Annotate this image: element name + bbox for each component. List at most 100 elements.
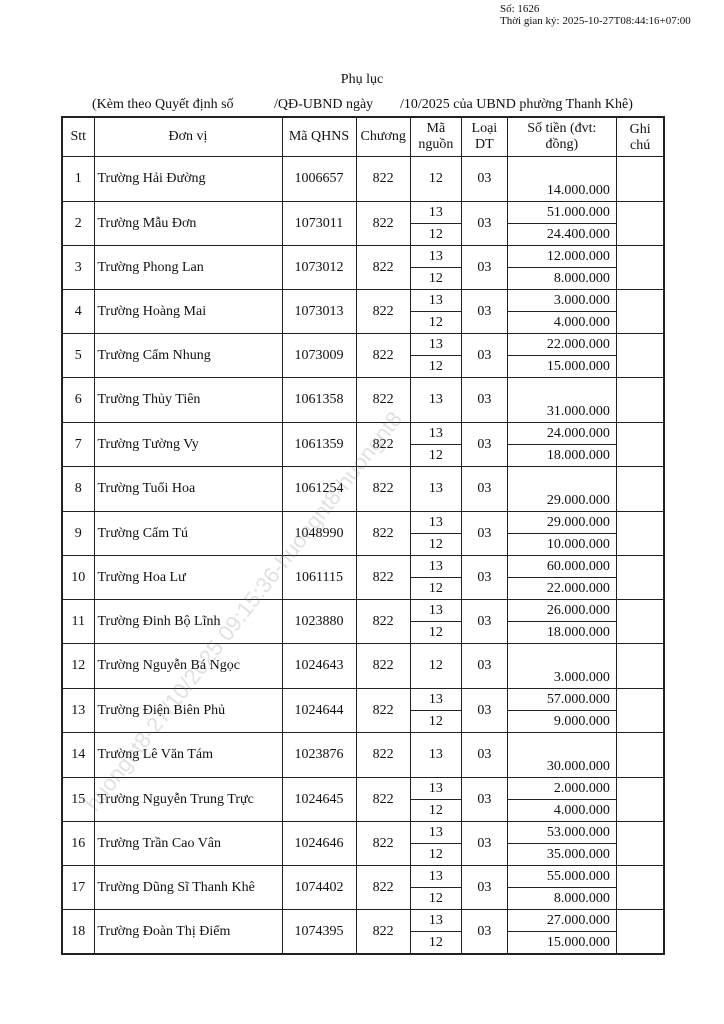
amount-cell: 55.000.000 bbox=[506, 865, 617, 888]
type-cell: 03 bbox=[460, 511, 508, 556]
table-row: 1 Trường Hải Đường 1006657 822 12 03 14.000.00… bbox=[61, 156, 665, 202]
source-cell: 12 bbox=[409, 577, 462, 600]
stt-cell: 4 bbox=[61, 289, 95, 334]
table-row: 7 Trường Tường Vy 1061359 822 13 03 24.000.000 bbox=[61, 422, 665, 467]
source-cell: 12 bbox=[409, 267, 462, 290]
stt-cell: 3 bbox=[61, 245, 95, 290]
amount-cell: 12.000.000 bbox=[506, 245, 617, 268]
source-cell: 13 bbox=[409, 599, 462, 622]
table-row: 9 Trường Cẩm Tú 1048990 822 13 03 29.000.000 bbox=[61, 511, 665, 556]
type-cell: 03 bbox=[460, 821, 508, 866]
table-subrow: 12 8.000.000 bbox=[62, 267, 664, 290]
header-amount: Số tiền (đvt: đồng) bbox=[506, 116, 617, 157]
table-subrow: 12 15.000.000 bbox=[62, 931, 664, 955]
amount-cell: 24.400.000 bbox=[506, 223, 617, 246]
amount-cell: 2.000.000 bbox=[506, 777, 617, 800]
subtitle-date: /10/2025 của UBND phường Thanh Khê) bbox=[400, 97, 633, 112]
subtitle-decision: (Kèm theo Quyết định số bbox=[92, 97, 234, 112]
amount-cell: 10.000.000 bbox=[506, 533, 617, 556]
unit-cell: Trường Trần Cao Vân bbox=[93, 821, 283, 866]
table-row: 8 Trường Tuổi Hoa 1061254 822 13 03 29.000.000 bbox=[61, 466, 665, 512]
table-subrow: 12 4.000.000 bbox=[62, 799, 664, 822]
unit-cell: Trường Điện Biên Phủ bbox=[93, 688, 283, 733]
source-cell: 12 bbox=[409, 843, 462, 866]
note-cell bbox=[615, 289, 665, 334]
qhns-cell: 1073011 bbox=[281, 201, 357, 246]
amount-cell: 4.000.000 bbox=[506, 799, 617, 822]
unit-cell: Trường Đoàn Thị Điểm bbox=[93, 909, 283, 955]
source-cell: 13 bbox=[409, 777, 462, 800]
note-cell bbox=[615, 422, 665, 467]
amount-cell: 15.000.000 bbox=[506, 931, 617, 955]
table-row: 6 Trường Thủy Tiên 1061358 822 13 03 31.000.00… bbox=[61, 377, 665, 423]
stt-cell: 7 bbox=[61, 422, 95, 467]
stt-cell: 14 bbox=[61, 732, 95, 778]
type-cell: 03 bbox=[460, 245, 508, 290]
chapter-cell: 822 bbox=[355, 289, 411, 334]
amount-cell: 24.000.000 bbox=[506, 422, 617, 445]
type-cell: 03 bbox=[460, 643, 508, 689]
qhns-cell: 1024643 bbox=[281, 643, 357, 689]
unit-cell: Trường Hoa Lư bbox=[93, 555, 283, 600]
header-unit: Đơn vị bbox=[93, 116, 283, 157]
unit-cell: Trường Tuổi Hoa bbox=[93, 466, 283, 512]
type-cell: 03 bbox=[460, 377, 508, 423]
amount-cell: 22.000.000 bbox=[506, 333, 617, 356]
amount-cell: 22.000.000 bbox=[506, 577, 617, 600]
amount-cell: 15.000.000 bbox=[506, 355, 617, 378]
chapter-cell: 822 bbox=[355, 511, 411, 556]
qhns-cell: 1006657 bbox=[281, 156, 357, 202]
amount-cell: 53.000.000 bbox=[506, 821, 617, 844]
unit-cell: Trường Phong Lan bbox=[93, 245, 283, 290]
table-row: 5 Trường Cẩm Nhung 1073009 822 13 03 22.000.00… bbox=[61, 333, 665, 378]
table-row: 11 Trường Đinh Bộ Lĩnh 1023880 822 13 03 26.00… bbox=[61, 599, 665, 644]
qhns-cell: 1073012 bbox=[281, 245, 357, 290]
chapter-cell: 822 bbox=[355, 377, 411, 423]
type-cell: 03 bbox=[460, 865, 508, 910]
type-cell: 03 bbox=[460, 555, 508, 600]
source-cell: 12 bbox=[409, 355, 462, 378]
note-cell bbox=[615, 777, 665, 822]
table-row: 3 Trường Phong Lan 1073012 822 13 03 12.000.00… bbox=[61, 245, 665, 290]
stt-cell: 15 bbox=[61, 777, 95, 822]
stt-cell: 10 bbox=[61, 555, 95, 600]
source-cell: 13 bbox=[409, 865, 462, 888]
table-row: 13 Trường Điện Biên Phủ 1024644 822 13 03 57.0… bbox=[61, 688, 665, 733]
type-cell: 03 bbox=[460, 156, 508, 202]
table-row: 4 Trường Hoàng Mai 1073013 822 13 03 3.000.000 bbox=[61, 289, 665, 334]
unit-cell: Trường Tường Vy bbox=[93, 422, 283, 467]
stt-cell: 1 bbox=[61, 156, 95, 202]
note-cell bbox=[615, 643, 665, 689]
qhns-cell: 1024646 bbox=[281, 821, 357, 866]
stt-cell: 17 bbox=[61, 865, 95, 910]
amount-cell: 31.000.000 bbox=[506, 377, 617, 423]
unit-cell: Trường Cẩm Nhung bbox=[93, 333, 283, 378]
header-type: Loại DT bbox=[460, 116, 508, 157]
note-cell bbox=[615, 245, 665, 290]
source-cell: 13 bbox=[409, 511, 462, 534]
type-cell: 03 bbox=[460, 777, 508, 822]
table-row: 18 Trường Đoàn Thị Điểm 1074395 822 13 03 27.0… bbox=[61, 909, 665, 955]
qhns-cell: 1023876 bbox=[281, 732, 357, 778]
unit-cell: Trường Hải Đường bbox=[93, 156, 283, 202]
chapter-cell: 822 bbox=[355, 555, 411, 600]
chapter-cell: 822 bbox=[355, 688, 411, 733]
chapter-cell: 822 bbox=[355, 732, 411, 778]
amount-cell: 51.000.000 bbox=[506, 201, 617, 224]
amount-cell: 9.000.000 bbox=[506, 710, 617, 733]
type-cell: 03 bbox=[460, 201, 508, 246]
table-subrow: 12 35.000.000 bbox=[62, 843, 664, 866]
amount-cell: 57.000.000 bbox=[506, 688, 617, 711]
amount-cell: 27.000.000 bbox=[506, 909, 617, 932]
qhns-cell: 1061358 bbox=[281, 377, 357, 423]
table-subrow: 12 9.000.000 bbox=[62, 710, 664, 733]
signature-info: Số: 1626 Thời gian ký: 2025-10-27T08:44:… bbox=[500, 3, 691, 27]
unit-cell: Trường Cẩm Tú bbox=[93, 511, 283, 556]
signed-time: Thời gian ký: 2025-10-27T08:44:16+07:00 bbox=[500, 15, 691, 27]
qhns-cell: 1074402 bbox=[281, 865, 357, 910]
source-cell: 13 bbox=[409, 821, 462, 844]
source-cell: 13 bbox=[409, 201, 462, 224]
type-cell: 03 bbox=[460, 289, 508, 334]
source-cell: 13 bbox=[409, 688, 462, 711]
unit-cell: Trường Hoàng Mai bbox=[93, 289, 283, 334]
